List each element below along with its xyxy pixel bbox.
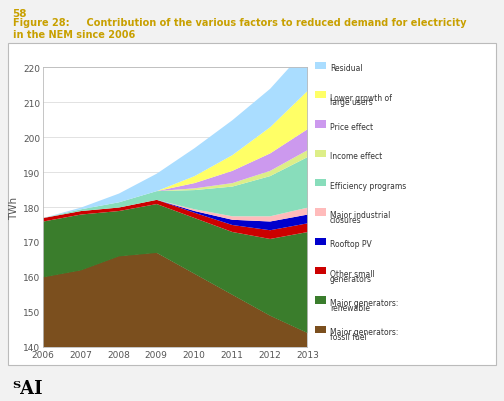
Text: fossil fuel: fossil fuel bbox=[330, 332, 367, 341]
Text: Residual: Residual bbox=[330, 64, 363, 73]
Text: Other small: Other small bbox=[330, 269, 375, 278]
Text: large users: large users bbox=[330, 98, 373, 107]
Text: in the NEM since 2006: in the NEM since 2006 bbox=[13, 30, 135, 40]
Y-axis label: TWh: TWh bbox=[9, 196, 19, 219]
Text: 58: 58 bbox=[13, 9, 27, 19]
Text: ᵀAI: ᵀAI bbox=[13, 379, 43, 397]
Text: Lower growth of: Lower growth of bbox=[330, 93, 392, 102]
Text: Figure 28:     Contribution of the various factors to reduced demand for electri: Figure 28: Contribution of the various f… bbox=[13, 18, 466, 28]
Text: Income effect: Income effect bbox=[330, 152, 383, 161]
Text: Rooftop PV: Rooftop PV bbox=[330, 240, 372, 249]
Text: Price effect: Price effect bbox=[330, 123, 373, 132]
Text: renewable: renewable bbox=[330, 303, 370, 312]
Text: closures: closures bbox=[330, 215, 362, 224]
Text: Major generators:: Major generators: bbox=[330, 328, 399, 336]
FancyBboxPatch shape bbox=[8, 44, 496, 365]
Text: Major generators:: Major generators: bbox=[330, 298, 399, 307]
Text: Efficiency programs: Efficiency programs bbox=[330, 181, 406, 190]
Text: Major industrial: Major industrial bbox=[330, 211, 391, 219]
Text: generators: generators bbox=[330, 274, 372, 283]
